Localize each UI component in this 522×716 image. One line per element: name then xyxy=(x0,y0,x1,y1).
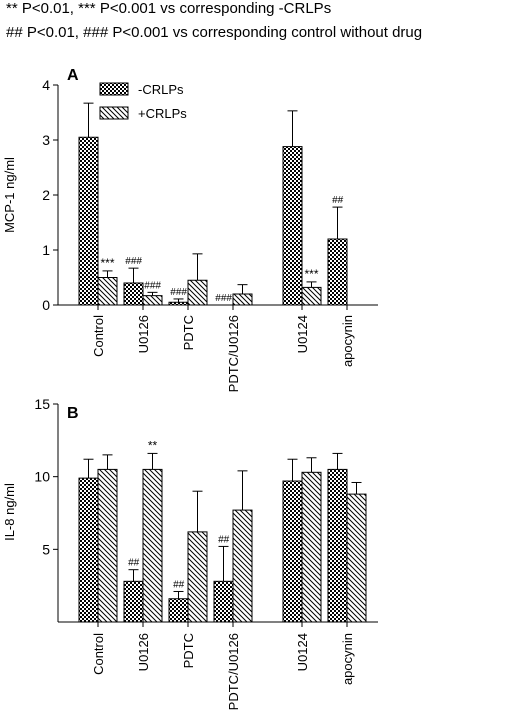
y-tick-label: 5 xyxy=(42,541,50,557)
x-tick-label: apocynin xyxy=(340,633,355,685)
y-tick-label: 1 xyxy=(42,242,50,258)
legend-label: -CRLPs xyxy=(138,82,184,97)
bar xyxy=(168,598,189,623)
footnote-significance-control: ## P<0.01, ### P<0.001 vs corresponding … xyxy=(6,24,423,41)
x-tick-label: Control xyxy=(91,633,106,675)
x-tick-label: U0126 xyxy=(136,315,151,353)
x-tick-label: PDTC/U0126 xyxy=(226,633,241,710)
significance-marker: ## xyxy=(218,534,230,545)
bar xyxy=(213,580,234,623)
x-tick-label: PDTC/U0126 xyxy=(226,315,241,392)
x-tick-label: PDTC xyxy=(181,633,196,668)
x-tick-label: U0126 xyxy=(136,633,151,671)
bar xyxy=(123,282,144,306)
x-tick-label: U0124 xyxy=(295,633,310,671)
significance-marker: ## xyxy=(128,558,140,569)
bar xyxy=(97,277,118,306)
significance-marker: ### xyxy=(144,280,161,291)
bar xyxy=(327,238,348,306)
bar xyxy=(142,295,163,306)
bar xyxy=(346,493,367,623)
panel-a-chart: 0 1 2 3 4 MCP-1 ng/ml A Control U0126 PDTC PDTC/U0… xyxy=(2,67,378,392)
bar xyxy=(282,480,303,623)
x-tick-label: PDTC xyxy=(181,315,196,350)
y-tick-label: 3 xyxy=(42,132,50,148)
bar xyxy=(327,468,348,623)
footnote-significance-crlps: ** P<0.01, *** P<0.001 vs corresponding … xyxy=(6,0,332,17)
y-axis-label: IL-8 ng/ml xyxy=(2,483,17,541)
bar xyxy=(123,580,144,623)
bar xyxy=(187,279,208,306)
bar xyxy=(142,468,163,623)
legend-label: +CRLPs xyxy=(138,106,187,121)
significance-marker: *** xyxy=(304,267,318,281)
legend-swatch xyxy=(99,106,129,120)
significance-marker: ### xyxy=(170,287,187,298)
bar xyxy=(168,301,189,306)
y-tick-label: 0 xyxy=(42,297,50,313)
bar xyxy=(301,286,322,306)
significance-marker: ### xyxy=(215,293,232,304)
bar xyxy=(232,293,253,306)
bar xyxy=(187,531,208,623)
bar xyxy=(78,477,99,623)
significance-marker: ** xyxy=(148,438,158,452)
x-tick-label: Control xyxy=(91,315,106,357)
y-tick-label: 4 xyxy=(42,77,50,93)
significance-marker: ## xyxy=(332,195,344,206)
bar xyxy=(78,136,99,306)
y-axis-label: MCP-1 ng/ml xyxy=(2,157,17,233)
significance-marker: *** xyxy=(100,256,114,270)
x-tick-label: apocynin xyxy=(340,315,355,367)
y-tick-label: 15 xyxy=(34,396,50,412)
panel-label: A xyxy=(67,67,79,84)
bar xyxy=(97,468,118,623)
panel-b-chart: 5 10 15 IL-8 ng/ml B Control U0126 PDTC PDTC/U01… xyxy=(2,396,378,710)
bar xyxy=(301,471,322,623)
y-tick-label: 2 xyxy=(42,187,50,203)
bar xyxy=(232,509,253,623)
x-tick-label: U0124 xyxy=(295,315,310,353)
legend-swatch xyxy=(99,82,129,96)
y-tick-label: 10 xyxy=(34,469,50,485)
panel-label: B xyxy=(67,405,79,422)
significance-marker: ### xyxy=(125,256,142,267)
significance-marker: ## xyxy=(173,579,185,590)
bar xyxy=(282,146,303,306)
